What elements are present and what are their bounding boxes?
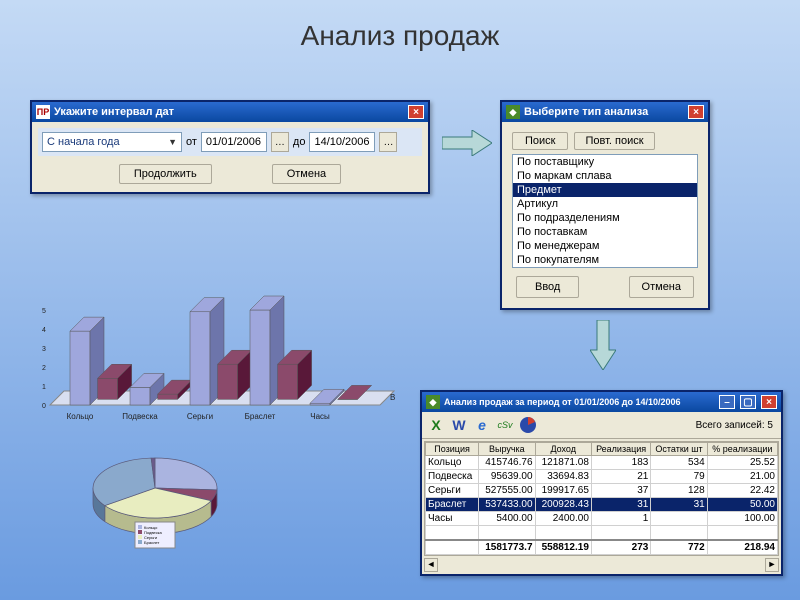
arrow-right-icon — [442, 130, 492, 156]
cancel-button[interactable]: Отмена — [272, 164, 341, 184]
window-title: Выберите тип анализа — [524, 106, 683, 118]
ie-icon[interactable]: e — [472, 415, 492, 435]
close-icon[interactable]: × — [688, 105, 704, 119]
period-value: С начала года — [47, 136, 120, 148]
maximize-icon[interactable]: ▢ — [740, 395, 756, 409]
scroll-right-button[interactable]: ► — [765, 558, 779, 572]
list-item[interactable]: По менеджерам — [513, 239, 697, 253]
continue-button[interactable]: Продолжить — [119, 164, 212, 184]
window-title: Укажите интервал дат — [54, 106, 403, 118]
totals-label: Всего записей: 5 — [541, 420, 777, 431]
table-row[interactable]: Подвеска95639.0033694.83217921.00 — [426, 470, 778, 484]
minimize-icon[interactable]: – — [719, 395, 735, 409]
titlebar[interactable]: ◆ Анализ продаж за период от 01/01/2006 … — [422, 392, 781, 412]
csv-icon[interactable]: cSv — [495, 415, 515, 435]
chart-area: 012345КольцоПодвескаСерьгиБраслетЧасыВыр… — [15, 270, 395, 580]
from-date-input[interactable]: 01/01/2006 — [201, 132, 267, 152]
search-button[interactable]: Поиск — [512, 132, 568, 150]
close-icon[interactable]: × — [408, 105, 424, 119]
svg-text:Часы: Часы — [310, 412, 330, 421]
svg-text:0: 0 — [42, 403, 46, 410]
svg-text:1: 1 — [42, 384, 46, 391]
column-header[interactable]: % реализации — [707, 443, 777, 456]
window-title: Анализ продаж за период от 01/01/2006 до… — [444, 397, 714, 407]
analysis-type-listbox[interactable]: По поставщикуПо маркам сплаваПредметАрти… — [512, 154, 698, 268]
export-toolbar: X W e cSv Всего записей: 5 — [422, 412, 781, 439]
to-date-input[interactable]: 14/10/2006 — [309, 132, 375, 152]
svg-text:Выручка: Выручка — [390, 393, 395, 402]
svg-text:Подвеска: Подвеска — [122, 412, 158, 421]
ok-button[interactable]: Ввод — [516, 276, 579, 298]
period-select[interactable]: С начала года ▼ — [42, 132, 182, 152]
analysis-type-dialog: ◆ Выберите тип анализа × Поиск Повт. пои… — [500, 100, 710, 310]
close-icon[interactable]: × — [761, 395, 777, 409]
from-label: от — [186, 136, 197, 148]
column-header[interactable]: Реализация — [591, 443, 650, 456]
search-again-button[interactable]: Повт. поиск — [574, 132, 654, 150]
svg-text:2: 2 — [42, 365, 46, 372]
app-icon: ПР — [36, 105, 50, 119]
table-row[interactable]: Серьги527555.00199917.653712822.42 — [426, 484, 778, 498]
arrow-down-icon — [590, 320, 616, 370]
footer-row: 1581773.7558812.19273772218.94 — [426, 540, 778, 555]
column-header[interactable]: Позиция — [426, 443, 479, 456]
list-item[interactable]: По подразделениям — [513, 211, 697, 225]
svg-text:4: 4 — [42, 327, 46, 334]
pie-chart: КольцоПодвескаСерьгиБраслет — [75, 440, 255, 550]
column-header[interactable]: Остатки шт — [651, 443, 707, 456]
slide-title: Анализ продаж — [0, 20, 800, 52]
cancel-button[interactable]: Отмена — [629, 276, 694, 298]
svg-text:5: 5 — [42, 308, 46, 315]
list-item[interactable]: По поставщику — [513, 155, 697, 169]
chart-icon[interactable] — [518, 415, 538, 435]
results-grid[interactable]: ПозицияВыручкаДоходРеализацияОстатки шт%… — [424, 441, 779, 556]
svg-text:Браслет: Браслет — [245, 412, 276, 421]
chevron-down-icon: ▼ — [168, 137, 177, 147]
list-item[interactable]: По поставкам — [513, 225, 697, 239]
excel-icon[interactable]: X — [426, 415, 446, 435]
results-window: ◆ Анализ продаж за период от 01/01/2006 … — [420, 390, 783, 576]
list-item[interactable]: По маркам сплава — [513, 169, 697, 183]
titlebar[interactable]: ◆ Выберите тип анализа × — [502, 102, 708, 122]
list-item[interactable]: Артикул — [513, 197, 697, 211]
table-row[interactable]: Кольцо415746.76121871.0818353425.52 — [426, 456, 778, 470]
list-item[interactable]: Предмет — [513, 183, 697, 197]
table-row[interactable]: Часы5400.002400.001100.00 — [426, 512, 778, 526]
to-date-picker-button[interactable]: … — [379, 132, 397, 152]
column-header[interactable]: Выручка — [479, 443, 535, 456]
word-icon[interactable]: W — [449, 415, 469, 435]
svg-text:Кольцо: Кольцо — [67, 412, 94, 421]
column-header[interactable]: Доход — [535, 443, 591, 456]
table-row[interactable]: Браслет537433.00200928.43313150.00 — [426, 498, 778, 512]
list-item[interactable]: По покупателям — [513, 253, 697, 267]
scroll-left-button[interactable]: ◄ — [424, 558, 438, 572]
svg-text:Серьги: Серьги — [187, 412, 213, 421]
app-icon: ◆ — [506, 105, 520, 119]
titlebar[interactable]: ПР Укажите интервал дат × — [32, 102, 428, 122]
bar-chart: 0 1 2 3 4 5 Кольцо Подвеска Серьги Браслет Часы Выр… — [15, 270, 395, 440]
from-date-picker-button[interactable]: … — [271, 132, 289, 152]
svg-text:Браслет: Браслет — [144, 540, 160, 545]
svg-text:3: 3 — [42, 346, 46, 353]
to-label: до — [293, 136, 306, 148]
app-icon: ◆ — [426, 395, 440, 409]
interval-dialog: ПР Укажите интервал дат × С начала года … — [30, 100, 430, 194]
